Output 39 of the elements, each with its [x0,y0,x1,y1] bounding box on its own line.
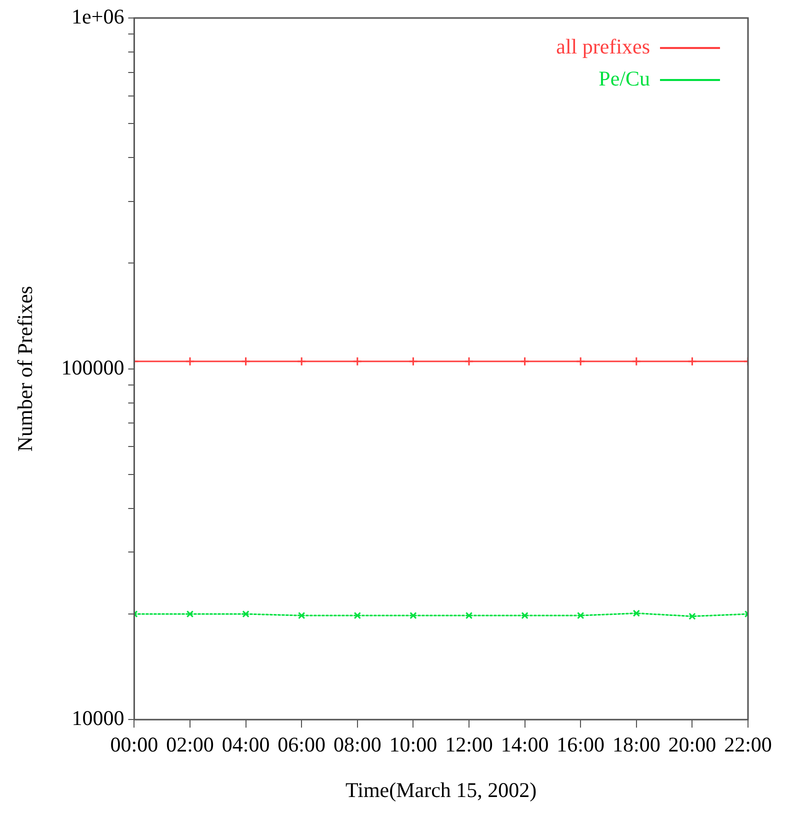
y-axis-title: Number of Prefixes [13,286,38,452]
point [410,612,417,620]
point [352,356,362,366]
x-tick-label: 08:00 [333,732,382,757]
point [296,356,306,366]
x-tick-label: 16:00 [556,732,605,757]
point [632,356,642,366]
point [298,612,306,620]
x-tick-label: 18:00 [612,732,660,757]
point [577,612,584,620]
x-tick-label: 14:00 [500,732,549,757]
x-tick-label: 00:00 [110,732,158,757]
x-tick-label: 02:00 [166,732,214,757]
legend-label: Pe/Cu [598,66,650,91]
point [576,356,586,366]
point [242,610,250,618]
point [632,610,640,617]
y-tick-label: 10000 [72,706,124,730]
x-axis-title: Time(March 15, 2002) [346,778,537,802]
point [464,356,474,366]
x-tick-label: 10:00 [389,732,438,757]
x-tick-label: 12:00 [445,732,493,757]
point [241,356,251,366]
x-tick-label: 20:00 [668,732,716,757]
point [186,610,194,618]
x-tick-label: 22:00 [724,732,772,757]
x-tick-label: 04:00 [222,732,270,757]
y-tick-label: 100000 [61,355,124,380]
point [465,612,473,620]
point [185,356,195,366]
point [520,356,530,366]
x-tick-label: 06:00 [278,732,326,757]
point [521,612,528,620]
point [408,356,418,366]
legend-label: all prefixes [556,34,650,59]
point [354,612,361,620]
point [687,356,697,366]
y-tick-label: 1e+06 [72,4,124,29]
point [688,612,696,620]
